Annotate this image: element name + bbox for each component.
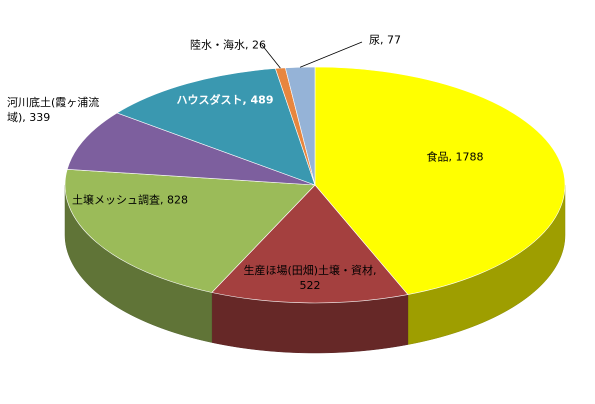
slice [64, 169, 316, 343]
slice [116, 68, 316, 186]
slice [211, 184, 409, 354]
data-label: 土壌メッシュ調査, 828 [72, 193, 188, 207]
data-label: 尿, 77 [369, 33, 401, 47]
slice-top [116, 68, 316, 186]
slice-top [64, 169, 316, 293]
leader-line [261, 44, 281, 69]
data-label: 陸水・海水, 26 [190, 38, 266, 52]
slice-top [66, 112, 316, 186]
slice-top [211, 184, 409, 304]
data-label: 生産ほ場(田畑)土壌・資材, 522 [243, 264, 377, 292]
data-label: 食品, 1788 [426, 150, 484, 164]
leader-line [299, 41, 363, 68]
data-label: ハウスダスト, 489 [176, 93, 274, 107]
slice [314, 66, 566, 345]
slice [66, 112, 316, 186]
slice-top [314, 66, 566, 295]
data-label: 河川底土(霞ヶ浦流域), 339 [7, 96, 100, 124]
